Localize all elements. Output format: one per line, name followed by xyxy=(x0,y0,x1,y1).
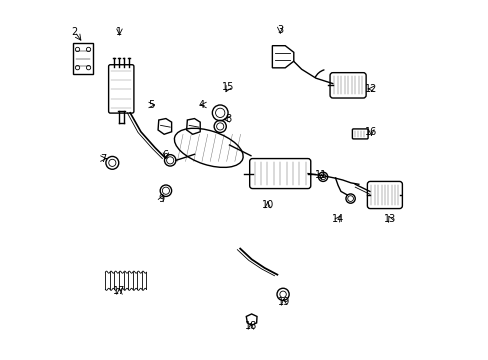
Bar xyxy=(73,43,93,74)
Text: 9: 9 xyxy=(158,194,164,203)
Text: 14: 14 xyxy=(331,214,344,224)
Text: 16: 16 xyxy=(365,127,377,137)
Text: 13: 13 xyxy=(384,214,396,224)
Text: 15: 15 xyxy=(222,82,234,92)
Text: 19: 19 xyxy=(277,297,289,307)
Text: 1: 1 xyxy=(116,27,122,37)
Text: 12: 12 xyxy=(365,84,377,94)
Text: 18: 18 xyxy=(244,321,257,332)
Text: 8: 8 xyxy=(225,114,231,124)
Text: 5: 5 xyxy=(148,100,154,110)
Text: 10: 10 xyxy=(261,200,273,210)
Text: 7: 7 xyxy=(100,154,106,163)
Text: 4: 4 xyxy=(198,100,204,110)
Text: 2: 2 xyxy=(72,27,78,37)
Text: 6: 6 xyxy=(163,150,169,160)
Text: 11: 11 xyxy=(315,170,327,180)
Text: 17: 17 xyxy=(113,287,125,296)
Text: 3: 3 xyxy=(277,25,283,35)
